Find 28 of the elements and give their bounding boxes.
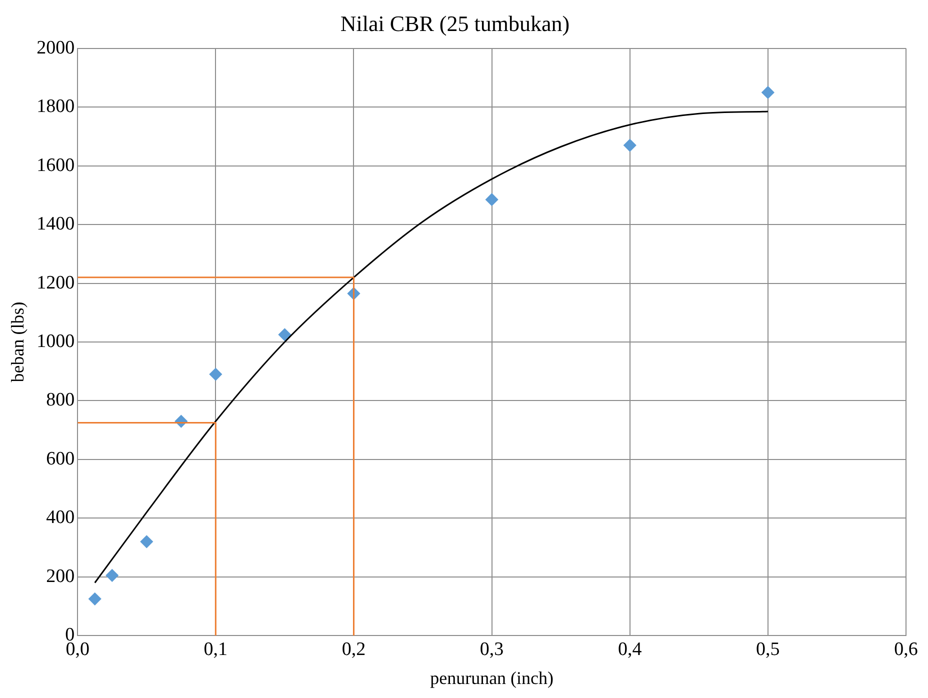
point [486,193,498,206]
y-tick-label: 1800 [36,96,75,118]
point [624,139,636,152]
point [140,535,153,548]
line-series [94,110,769,584]
point [106,569,118,582]
y-tick-label: 1400 [36,214,75,235]
x-tick-label: 0,2 [342,638,366,660]
y-tick-label: 800 [46,390,75,411]
y-tick-label: 1000 [36,330,75,352]
y-tick-label: 600 [46,448,75,470]
point [209,368,222,381]
y-axis-title: beban (lbs) [8,302,28,382]
y-tick-label: 200 [46,566,75,587]
point [278,328,291,341]
x-tick-label: 0,3 [480,638,504,660]
y-tick-label: 1600 [36,154,75,176]
x-tick-label: 0,5 [756,638,780,660]
x-axis-title: penurunan (inch) [430,668,554,688]
point [88,592,102,606]
chart-title: Nilai CBR (25 tumbukan) [340,10,570,36]
point [762,86,774,99]
y-tick-label: 2000 [36,37,75,58]
x-tick-label: 0,1 [204,638,228,660]
x-tick-label: 0,4 [618,638,642,660]
y-tick-label: 1200 [36,272,75,294]
y-tick-label: 400 [46,507,75,528]
x-tick-label: 0,6 [894,638,918,660]
